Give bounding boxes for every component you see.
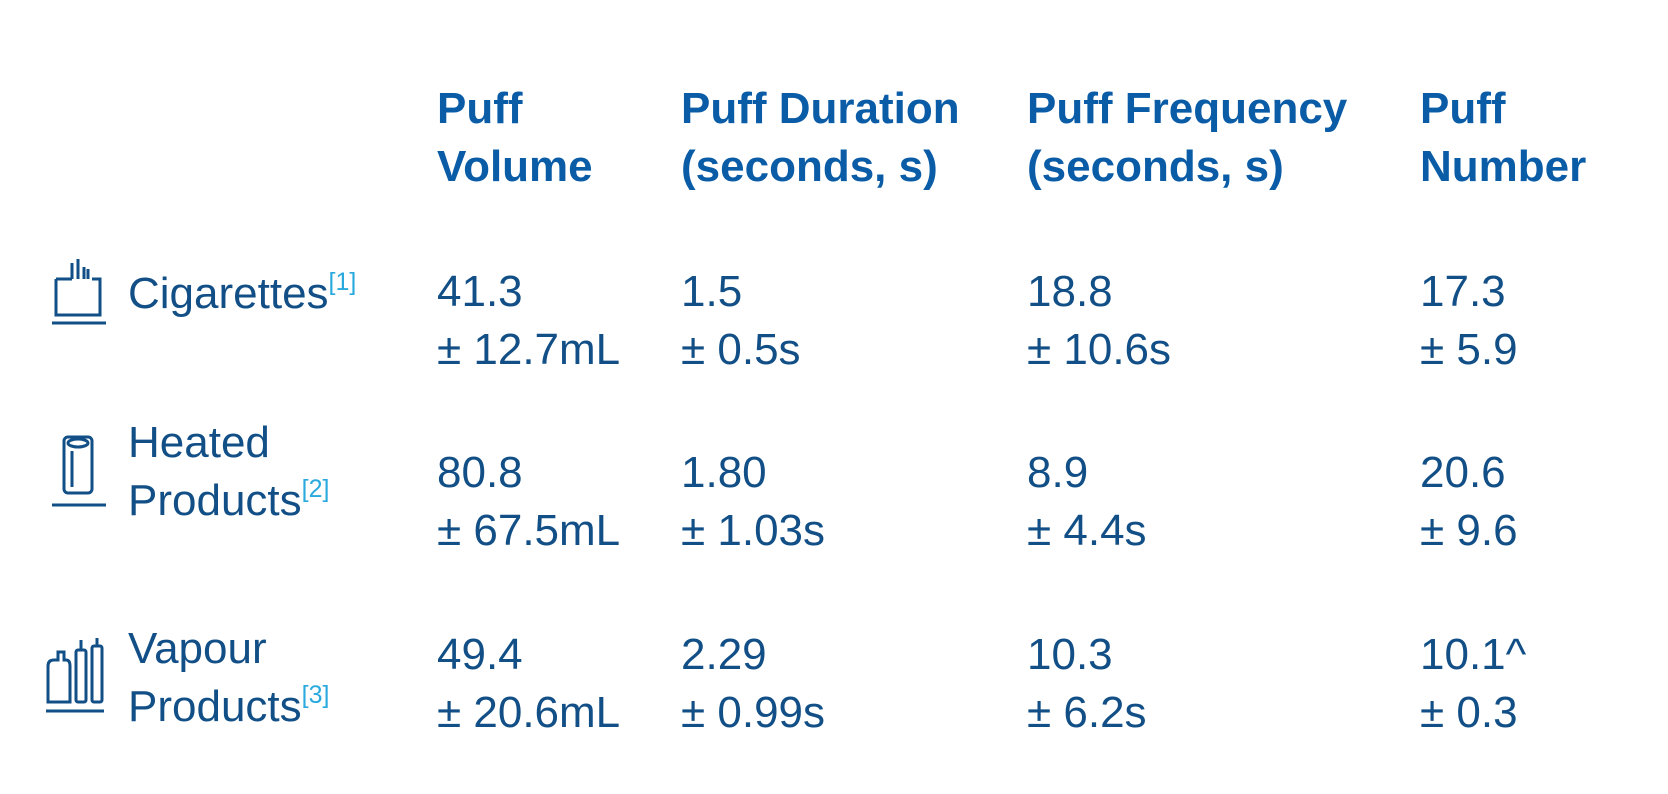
row-label-heated-products: Heated Products[2] (128, 418, 330, 525)
cell-cigarettes-number: 17.3 ± 5.9 (1420, 267, 1518, 374)
header-puff-volume: Puff Volume (437, 84, 593, 191)
cell-vapour-frequency: 10.3 ± 6.2s (1027, 630, 1147, 737)
cell-cigarettes-duration: 1.5 ± 0.5s (681, 267, 801, 374)
cell-heated-frequency: 8.9 ± 4.4s (1027, 448, 1147, 555)
cell-heated-volume: 80.8 ± 67.5mL (437, 448, 621, 555)
cell-cigarettes-volume: 41.3 ± 12.7mL (437, 267, 621, 374)
cell-vapour-number: 10.1^ ± 0.3 (1420, 630, 1527, 737)
reference-3[interactable]: [3] (301, 681, 330, 709)
cigarette-pack-icon (52, 259, 106, 325)
row-label-cigarettes: Cigarettes[1] (128, 268, 357, 318)
reference-2[interactable]: [2] (301, 475, 330, 503)
reference-1[interactable]: [1] (328, 268, 357, 296)
vapour-device-icon (46, 638, 104, 713)
cell-cigarettes-frequency: 18.8 ± 10.6s (1027, 267, 1172, 374)
header-puff-number: Puff Number (1420, 84, 1587, 191)
cell-vapour-duration: 2.29 ± 0.99s (681, 630, 826, 737)
header-puff-duration: Puff Duration (seconds, s) (681, 84, 960, 191)
cell-vapour-volume: 49.4 ± 20.6mL (437, 630, 621, 737)
header-puff-frequency: Puff Frequency (seconds, s) (1027, 84, 1348, 191)
heated-product-device-icon (52, 435, 106, 507)
cell-heated-number: 20.6 ± 9.6 (1420, 448, 1518, 555)
row-label-vapour-products: Vapour Products[3] (128, 624, 330, 731)
cell-heated-duration: 1.80 ± 1.03s (681, 448, 826, 555)
